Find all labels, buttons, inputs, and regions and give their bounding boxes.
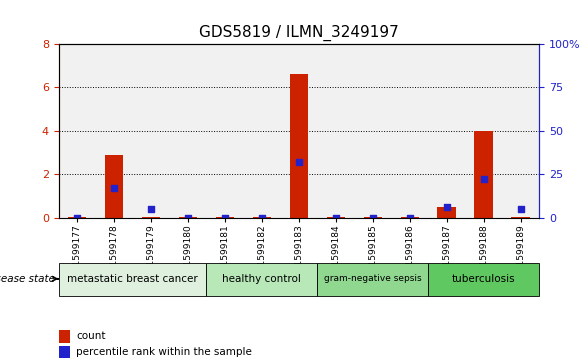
Bar [179,217,197,218]
Point [516,206,525,212]
Bar [512,217,530,218]
Point [442,204,451,210]
Point [331,215,340,221]
Point [257,215,267,221]
Text: healthy control: healthy control [223,274,301,284]
Bar [428,44,465,218]
Bar [465,44,502,218]
Bar [280,44,318,218]
Text: metastatic breast cancer: metastatic breast cancer [67,274,198,284]
Bar [96,44,132,218]
Text: count: count [76,331,105,341]
Point [368,215,377,221]
Point [73,215,82,221]
Bar [475,131,493,218]
Point [183,215,193,221]
Bar [59,330,70,343]
Bar [400,217,419,218]
Bar [59,346,70,358]
Bar [68,217,86,218]
Bar [243,44,280,218]
Bar [132,44,169,218]
Bar [105,155,123,218]
Bar [59,44,96,218]
Point [294,159,304,165]
Bar [428,263,539,296]
Bar [363,217,382,218]
Bar [318,263,428,296]
Bar [391,44,428,218]
Bar [289,74,308,218]
Bar [142,217,160,218]
Bar [206,44,243,218]
Bar [206,263,318,296]
Point [405,215,414,221]
Bar [216,217,234,218]
Text: percentile rank within the sample: percentile rank within the sample [76,347,252,357]
Bar [59,263,206,296]
Point [479,176,488,182]
Text: disease state: disease state [0,274,55,284]
Bar [253,217,271,218]
Bar [326,217,345,218]
Title: GDS5819 / ILMN_3249197: GDS5819 / ILMN_3249197 [199,25,398,41]
Text: tuberculosis: tuberculosis [452,274,516,284]
Text: gram-negative sepsis: gram-negative sepsis [324,274,421,283]
Bar [502,44,539,218]
Bar [355,44,391,218]
Bar [169,44,206,218]
Point [110,185,119,191]
Point [220,215,230,221]
Point [146,206,156,212]
Bar [438,207,456,218]
Bar [318,44,355,218]
